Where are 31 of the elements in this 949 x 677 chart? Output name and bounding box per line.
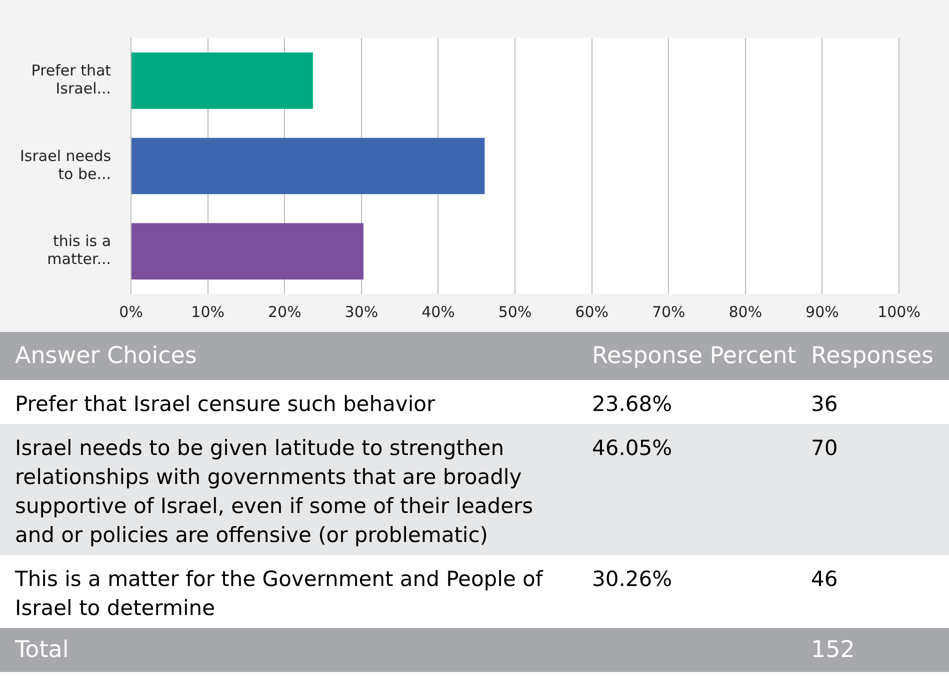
- bar: [132, 223, 364, 280]
- y-tick-label: Prefer that Israel...: [31, 62, 112, 98]
- bar: [132, 52, 313, 109]
- y-tick-label: Israel needs to be...: [20, 146, 112, 183]
- x-tick-label: 10%: [191, 302, 225, 321]
- text: Response Percent: [592, 343, 798, 369]
- bar: [132, 138, 485, 194]
- text: Total: [14, 637, 70, 663]
- y-tick-label: this is a matter...: [47, 232, 112, 268]
- x-tick-label: 70%: [652, 302, 686, 321]
- text: 36: [811, 391, 838, 418]
- text: This is a matter for the Government and People of Israel to determine: [14, 566, 544, 622]
- x-tick-label: 90%: [806, 302, 839, 321]
- x-tick-label: 40%: [422, 302, 455, 321]
- x-tick-label: 50%: [498, 302, 532, 321]
- text: Prefer that Israel censure such behavior: [14, 391, 436, 418]
- x-tick-label: 0%: [119, 302, 143, 321]
- text: 23.68%: [591, 391, 674, 418]
- text: 46.05%: [591, 435, 674, 462]
- text: 46: [811, 566, 838, 593]
- x-tick-label: 20%: [268, 302, 302, 321]
- text: Answer Choices: [14, 343, 198, 369]
- x-tick-label: 60%: [575, 302, 608, 321]
- x-tick-label: 100%: [878, 302, 920, 321]
- text: Israel needs to be given latitude to strengthen relationships with governments that are broadly supportive of Israel, even if some of their leaders and or policies are offensive (or problematic): [14, 435, 534, 549]
- x-tick-label: 30%: [344, 302, 378, 321]
- text: 30.26%: [591, 566, 674, 593]
- text: 152: [811, 637, 855, 663]
- x-tick-label: 80%: [728, 302, 762, 321]
- text: 70: [811, 435, 838, 462]
- text: Responses: [811, 343, 934, 369]
